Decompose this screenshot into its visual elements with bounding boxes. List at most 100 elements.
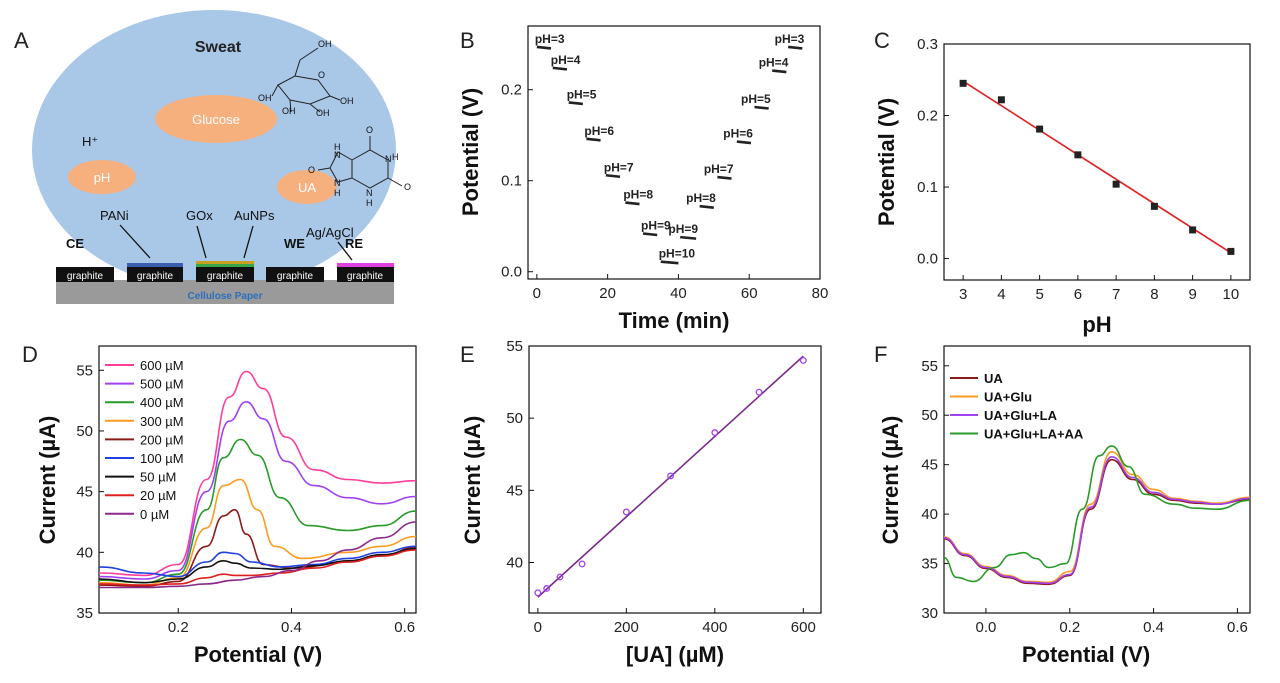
chart-b-segment-label: pH=6 bbox=[584, 124, 614, 138]
mol-n-3: N bbox=[334, 178, 341, 188]
mol-n-1: N bbox=[334, 150, 341, 160]
sweat-droplet bbox=[32, 10, 396, 290]
chart-b-ytick-label: 0.2 bbox=[501, 82, 522, 99]
mol-n-4: N bbox=[366, 188, 373, 198]
chart-b-segment-label: pH=8 bbox=[623, 188, 653, 202]
chart-f-xlabel: Potential (V) bbox=[1022, 642, 1150, 667]
chart-e-point bbox=[534, 589, 542, 597]
chart-f-legend-label: UA+Glu bbox=[984, 390, 1032, 405]
chart-b-segment-label: pH=6 bbox=[723, 127, 753, 141]
chart-b-content: 0 20 40 60 80 0.0 0.1 0.2 pH=3 pH=4 pH=5 pH=6 pH=7 pH… bbox=[501, 32, 828, 302]
panel-label-a: A bbox=[14, 28, 29, 53]
mol-o-2: O bbox=[366, 125, 373, 135]
chart-d-ytick-label: 55 bbox=[76, 362, 93, 379]
chart-c-xtick-label: 6 bbox=[1074, 286, 1082, 303]
mol-h-2: H bbox=[392, 152, 399, 162]
chart-d-legend-label: 100 µM bbox=[140, 451, 184, 466]
panel-label-c: C bbox=[874, 28, 890, 53]
chart-b-ylabel: Potential (V) bbox=[458, 88, 483, 216]
chart-d-series-line bbox=[98, 400, 417, 580]
chart-c-point bbox=[997, 96, 1005, 104]
chart-e-ytick-label: 45 bbox=[506, 482, 523, 499]
chart-c-content: 3 4 5 6 7 8 9 10 0.0 0.1 0.2 0.3 bbox=[917, 36, 1239, 303]
chart-d-frame bbox=[98, 345, 417, 614]
chart-b-segment-label: pH=3 bbox=[775, 32, 805, 46]
gox-arrow bbox=[196, 225, 207, 259]
chart-b-segment bbox=[660, 260, 679, 265]
cellulose-paper-label: Cellulose Paper bbox=[187, 291, 262, 302]
mol-o-1: O bbox=[318, 70, 325, 80]
chart-c-point bbox=[1036, 125, 1044, 133]
chart-d-xtick-label: 0.6 bbox=[394, 619, 415, 636]
chart-c-xtick-label: 9 bbox=[1188, 286, 1196, 303]
chart-b-segment bbox=[680, 235, 697, 240]
chart-d-series-line bbox=[98, 370, 417, 577]
chart-c-frame bbox=[943, 43, 1251, 281]
chart-c-point bbox=[1189, 226, 1197, 234]
chart-b-segment bbox=[625, 201, 640, 206]
agcl-arrow bbox=[337, 241, 353, 261]
chart-d-xtick-label: 0.4 bbox=[281, 619, 302, 636]
panel-label-f: F bbox=[874, 342, 887, 367]
electrode-ce bbox=[56, 267, 114, 282]
chart-d-legend-label: 0 µM bbox=[140, 507, 169, 522]
chart-b-segment-label: pH=9 bbox=[641, 218, 671, 232]
panel-b: B 0 20 40 60 80 0.0 0.1 0.2 pH=3 pH=4 pH=5 pH=6 pH=7… bbox=[458, 25, 828, 333]
mol-n-2: N bbox=[385, 154, 392, 164]
mol-h-3: H bbox=[334, 188, 341, 198]
aunps-arrow bbox=[243, 225, 254, 259]
chart-d-series-line bbox=[98, 547, 417, 584]
panel-a: A Sweat Glucose pH UA H⁺ OH O OH OH OH O… bbox=[14, 10, 411, 304]
chart-e-xtick-label: 400 bbox=[702, 619, 727, 636]
ua-label: UA bbox=[298, 180, 316, 195]
electrode-re bbox=[337, 267, 394, 282]
chart-c-xlabel: pH bbox=[1082, 312, 1111, 337]
chart-e-xtick-label: 600 bbox=[791, 619, 816, 636]
chart-c-xtick-label: 3 bbox=[959, 286, 967, 303]
chart-b-xtick-label: 80 bbox=[812, 285, 829, 302]
pani-label: PANi bbox=[100, 208, 129, 223]
chart-e-point bbox=[711, 429, 719, 437]
chart-f-ytick-label: 55 bbox=[921, 358, 938, 375]
chart-c-point bbox=[1112, 180, 1120, 188]
chart-c-point bbox=[1074, 151, 1082, 159]
glucose-blob bbox=[155, 95, 277, 143]
chart-f-xtick-label: 0.6 bbox=[1227, 619, 1248, 636]
electrode-gox bbox=[196, 267, 254, 282]
chart-d-legend-label: 20 µM bbox=[140, 488, 176, 503]
chart-c-xtick-label: 7 bbox=[1112, 286, 1120, 303]
chart-f-series-line bbox=[943, 445, 1251, 583]
gox-label: GOx bbox=[186, 208, 213, 223]
ph-label: pH bbox=[94, 170, 111, 185]
chart-b-segment-label: pH=10 bbox=[659, 247, 696, 261]
chart-c-ytick-label: 0.3 bbox=[917, 36, 938, 53]
chart-e-ytick-label: 40 bbox=[506, 554, 523, 571]
chart-f-frame bbox=[943, 345, 1251, 614]
gox-layer bbox=[196, 264, 254, 268]
sweat-title: Sweat bbox=[195, 39, 242, 56]
chart-d-series-line bbox=[98, 549, 417, 586]
chart-e-content: 0 200 400 600 40 45 50 55 bbox=[506, 338, 816, 636]
electrode-we-text: graphite bbox=[277, 271, 314, 282]
chart-b-segment-label: pH=4 bbox=[759, 56, 789, 70]
panel-c: C 3 4 5 6 7 8 9 10 0.0 0.1 0.2 0.3 pH Potential (V) bbox=[874, 28, 1251, 337]
chart-b-segment-label: pH=4 bbox=[551, 53, 581, 67]
chart-b-segment bbox=[699, 204, 714, 209]
proton-label: H⁺ bbox=[82, 134, 98, 149]
chart-b-segment-label: pH=7 bbox=[604, 160, 634, 174]
electrode-gox-text: graphite bbox=[207, 271, 244, 282]
chart-d-legend-label: 200 µM bbox=[140, 432, 184, 447]
chart-c-point bbox=[1227, 247, 1235, 255]
mol-h-4: H bbox=[366, 198, 373, 208]
chart-f-xtick-label: 0.2 bbox=[1059, 619, 1080, 636]
agcl-label: Ag/AgCl bbox=[306, 225, 354, 240]
chart-e-point bbox=[578, 560, 586, 568]
chart-e-ytick-label: 55 bbox=[506, 338, 523, 355]
chart-e-xtick-label: 200 bbox=[614, 619, 639, 636]
chart-e-point bbox=[556, 573, 564, 581]
chart-b-segment bbox=[717, 175, 732, 180]
glucose-molecule bbox=[271, 47, 341, 113]
cellulose-paper bbox=[56, 280, 394, 304]
chart-b-xlabel: Time (min) bbox=[619, 308, 730, 333]
chart-f-ytick-label: 45 bbox=[921, 457, 938, 474]
